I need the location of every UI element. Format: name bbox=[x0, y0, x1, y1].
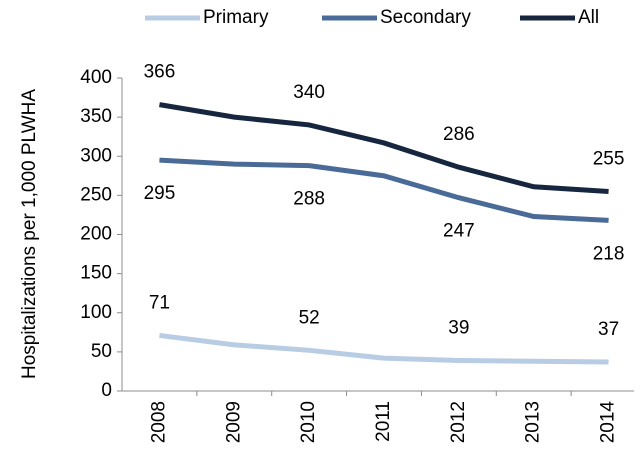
data-label: 366 bbox=[144, 62, 176, 83]
data-label: 247 bbox=[443, 221, 475, 242]
data-label: 286 bbox=[443, 124, 475, 145]
x-tick-label: 2013 bbox=[523, 401, 544, 443]
data-label: 37 bbox=[598, 319, 619, 340]
data-label: 340 bbox=[293, 82, 325, 103]
legend-label: All bbox=[578, 7, 599, 28]
legend-label: Primary bbox=[203, 7, 269, 28]
x-tick-label: 2008 bbox=[148, 401, 169, 443]
y-tick-label: 200 bbox=[80, 224, 112, 245]
series-line bbox=[159, 332, 609, 365]
data-label: 71 bbox=[149, 292, 170, 313]
x-tick-label: 2011 bbox=[373, 401, 394, 442]
data-label: 52 bbox=[299, 307, 320, 328]
x-tick-label: 2010 bbox=[298, 401, 319, 443]
x-tick-label: 2014 bbox=[598, 401, 619, 444]
y-tick-label: 400 bbox=[80, 67, 112, 88]
y-tick-label: 150 bbox=[80, 263, 112, 284]
y-tick-label: 50 bbox=[91, 341, 112, 362]
y-tick-label: 100 bbox=[80, 302, 112, 323]
y-axis-title: Hospitalizations per 1,000 PLWHA bbox=[19, 89, 40, 379]
series-line bbox=[159, 157, 609, 223]
y-tick-label: 350 bbox=[80, 106, 112, 127]
x-tick-label: 2012 bbox=[448, 401, 469, 443]
data-label: 255 bbox=[593, 148, 625, 169]
data-label: 218 bbox=[593, 243, 625, 264]
series-line bbox=[159, 102, 609, 194]
x-tick-label: 2009 bbox=[223, 401, 244, 443]
y-tick-label: 0 bbox=[101, 380, 112, 401]
data-label: 288 bbox=[293, 189, 325, 210]
data-label: 295 bbox=[144, 183, 176, 204]
y-tick-label: 300 bbox=[80, 145, 112, 166]
legend-label: Secondary bbox=[380, 7, 471, 28]
y-tick-label: 250 bbox=[80, 184, 112, 205]
data-label: 39 bbox=[448, 317, 469, 338]
